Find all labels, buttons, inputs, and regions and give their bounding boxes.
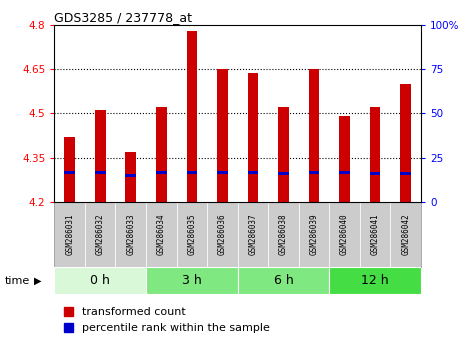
Bar (186, 171, 197, 175)
Text: GSM286036: GSM286036 (218, 214, 227, 255)
Bar (146, 267, 237, 294)
Bar (156, 171, 166, 175)
Bar (309, 171, 319, 175)
Bar (95, 110, 105, 202)
Bar (400, 172, 411, 175)
Text: time: time (5, 275, 30, 286)
Bar (125, 152, 136, 202)
FancyBboxPatch shape (268, 202, 299, 267)
Text: 6 h: 6 h (273, 274, 293, 287)
Text: GSM286042: GSM286042 (401, 214, 410, 255)
Text: ▶: ▶ (34, 275, 42, 286)
Text: GSM286040: GSM286040 (340, 214, 349, 255)
Text: GSM286032: GSM286032 (96, 214, 105, 255)
Legend: transformed count, percentile rank within the sample: transformed count, percentile rank withi… (60, 303, 274, 338)
Text: 3 h: 3 h (182, 274, 202, 287)
FancyBboxPatch shape (54, 202, 85, 267)
Bar (95, 171, 105, 175)
FancyBboxPatch shape (360, 202, 390, 267)
Text: GSM286034: GSM286034 (157, 214, 166, 255)
Bar (278, 172, 289, 175)
Bar (370, 172, 380, 175)
Text: 0 h: 0 h (90, 274, 110, 287)
Text: GSM286037: GSM286037 (248, 214, 257, 255)
Bar (339, 116, 350, 202)
Bar (217, 171, 228, 175)
Bar (247, 171, 258, 175)
Text: GSM286035: GSM286035 (187, 214, 196, 255)
Text: GSM286041: GSM286041 (371, 214, 380, 255)
Text: GSM286039: GSM286039 (309, 214, 318, 255)
Bar (309, 69, 319, 202)
FancyBboxPatch shape (207, 202, 237, 267)
Bar (64, 137, 75, 202)
Text: 12 h: 12 h (361, 274, 389, 287)
FancyBboxPatch shape (390, 202, 421, 267)
Bar (329, 267, 421, 294)
FancyBboxPatch shape (237, 202, 268, 267)
Text: GSM286031: GSM286031 (65, 214, 74, 255)
Bar (186, 31, 197, 202)
Bar (339, 171, 350, 175)
FancyBboxPatch shape (115, 202, 146, 267)
Text: GDS3285 / 237778_at: GDS3285 / 237778_at (54, 11, 193, 24)
Bar (237, 267, 329, 294)
FancyBboxPatch shape (146, 202, 176, 267)
FancyBboxPatch shape (329, 202, 360, 267)
Bar (278, 107, 289, 202)
Text: GSM286033: GSM286033 (126, 214, 135, 255)
Bar (156, 107, 166, 202)
Bar (400, 84, 411, 202)
FancyBboxPatch shape (299, 202, 329, 267)
FancyBboxPatch shape (176, 202, 207, 267)
Bar (370, 107, 380, 202)
Bar (247, 74, 258, 202)
Bar (54, 267, 146, 294)
Bar (125, 174, 136, 177)
Text: GSM286038: GSM286038 (279, 214, 288, 255)
FancyBboxPatch shape (85, 202, 115, 267)
Bar (217, 69, 228, 202)
Bar (64, 171, 75, 175)
